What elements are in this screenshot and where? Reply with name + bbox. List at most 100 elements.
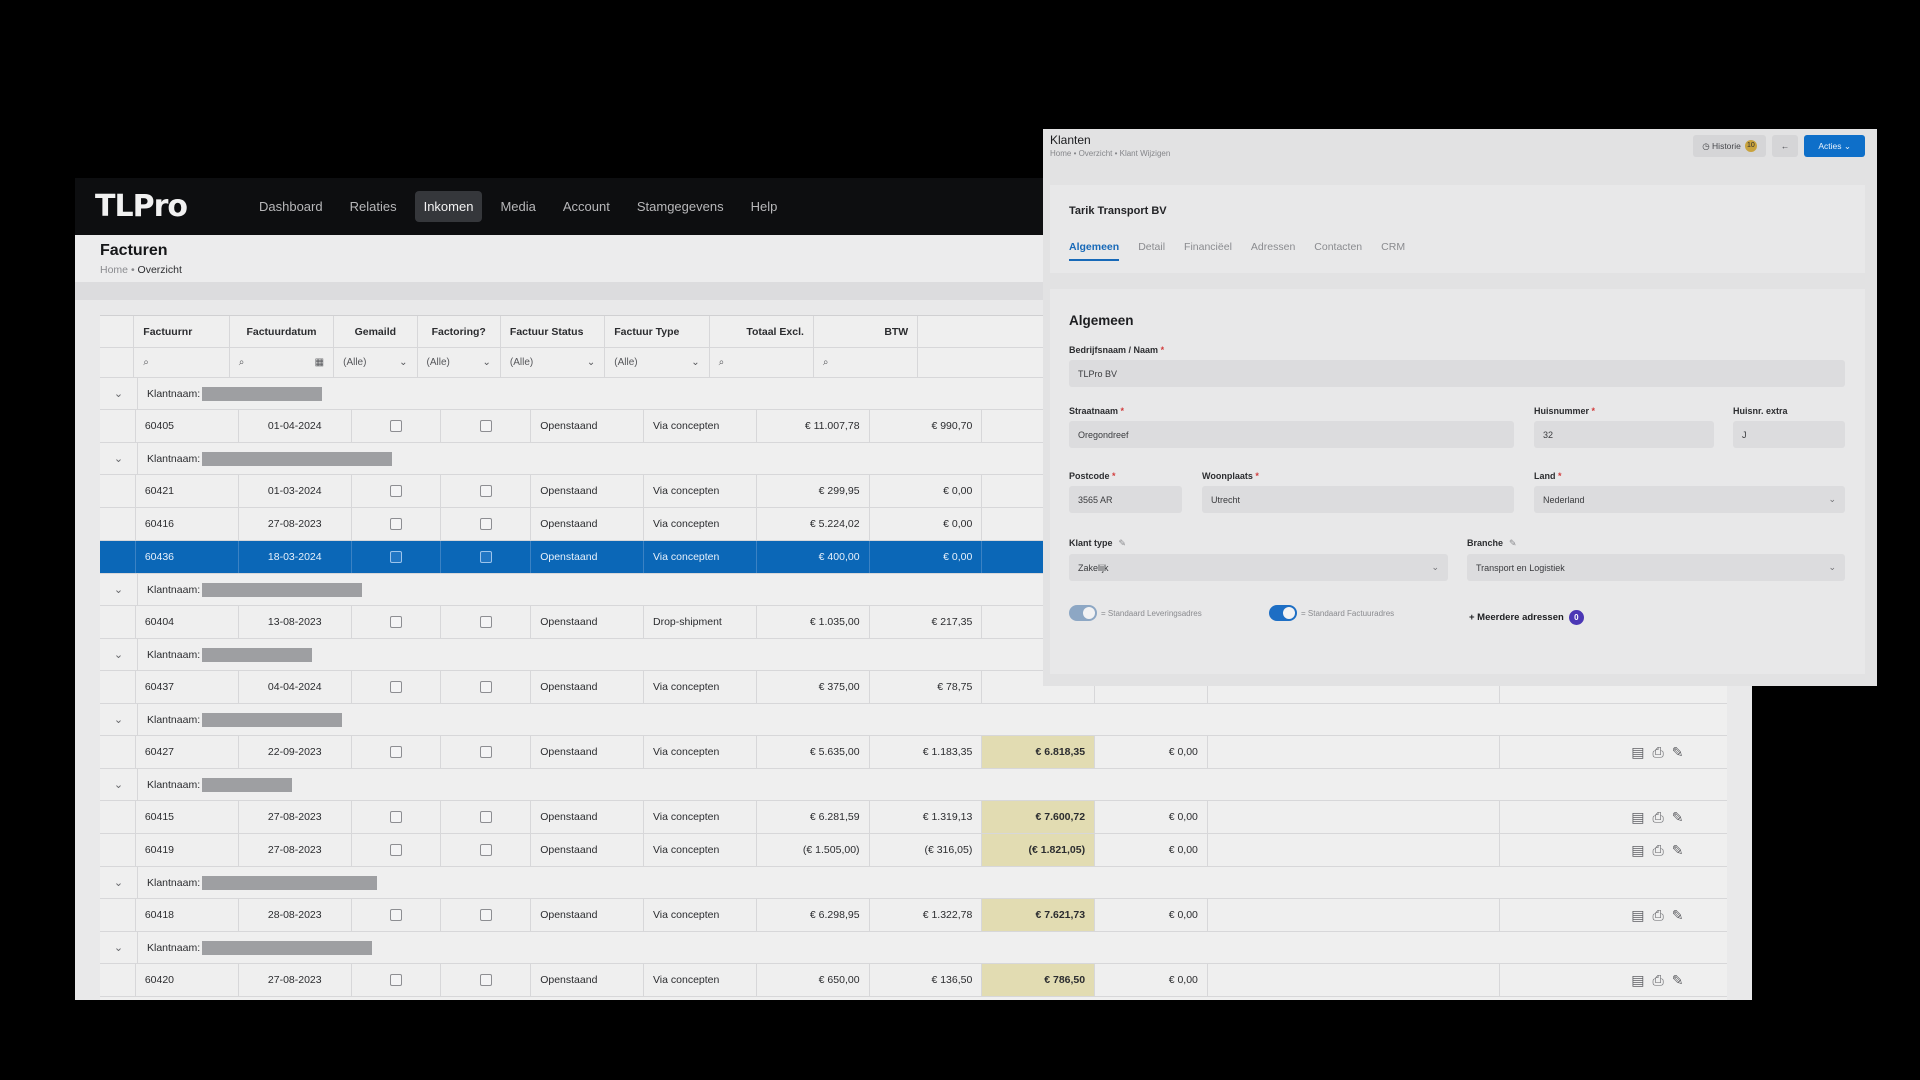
factoring-checkbox[interactable] (479, 746, 492, 758)
factoring-checkbox[interactable] (479, 420, 492, 432)
gemaild-checkbox[interactable] (390, 420, 403, 432)
pdf-icon[interactable]: ▤ (1631, 971, 1645, 988)
historie-button[interactable]: ◷ Historie 10 (1693, 135, 1766, 157)
print-icon[interactable]: ⎙ (1652, 743, 1664, 760)
gemaild-checkbox[interactable] (390, 485, 403, 497)
column-header-8[interactable]: BTW (814, 316, 919, 347)
table-row[interactable]: 60421 01-03-2024 Openstaand Via concepten € … (100, 475, 1727, 508)
chevron-down-icon[interactable]: ⌄ (100, 704, 138, 735)
edit-icon[interactable]: ✎ (1118, 538, 1127, 548)
gemaild-checkbox[interactable] (390, 974, 403, 986)
table-row[interactable]: 60419 27-08-2023 Openstaand Via concepten (€… (100, 834, 1727, 867)
group-row[interactable]: ⌄ Klantnaam: (100, 574, 1727, 606)
filter-select[interactable]: (Alle) ⌄ (510, 357, 595, 368)
filter-cell-2[interactable]: ⌕ ▦ (230, 348, 335, 377)
breadcrumb-home[interactable]: Home (100, 264, 129, 276)
nav-stamgegevens[interactable]: Stamgegevens (636, 199, 724, 214)
factoring-checkbox[interactable] (479, 844, 492, 856)
filter-cell-8[interactable]: ⌕ (814, 348, 919, 377)
toggle-leveringsadres[interactable] (1069, 605, 1097, 621)
table-row[interactable]: 60427 22-09-2023 Openstaand Via concepten € … (100, 736, 1727, 769)
nav-media[interactable]: Media (500, 199, 536, 214)
column-header-7[interactable]: Totaal Excl. (710, 316, 814, 347)
edit-icon[interactable]: ✎ (1509, 538, 1517, 548)
pdf-icon[interactable]: ▤ (1631, 906, 1645, 923)
factoring-checkbox[interactable] (479, 551, 492, 563)
acties-button[interactable]: Acties ⌄ (1804, 135, 1865, 157)
group-row[interactable]: ⌄ Klantnaam: (100, 867, 1727, 899)
filter-cell-4[interactable]: (Alle) ⌄ (418, 348, 501, 377)
klanttype-select[interactable]: Zakelijk ⌄ (1069, 554, 1448, 581)
back-button[interactable]: ← (1771, 135, 1799, 157)
nav-relaties[interactable]: Relaties (349, 199, 397, 214)
gemaild-checkbox[interactable] (390, 746, 403, 758)
group-row[interactable]: ⌄ Klantnaam: (100, 704, 1727, 736)
chevron-down-icon[interactable]: ⌄ (100, 769, 138, 800)
edit-icon[interactable]: ✎ (1671, 808, 1684, 825)
edit-icon[interactable]: ✎ (1671, 743, 1684, 760)
table-row[interactable]: 60420 27-08-2023 Openstaand Via concepten € … (100, 964, 1727, 997)
edit-icon[interactable]: ✎ (1671, 971, 1684, 988)
tab-detail[interactable]: Detail (1138, 241, 1166, 253)
pdf-icon[interactable]: ▤ (1631, 841, 1645, 858)
nav-help[interactable]: Help (750, 199, 778, 214)
column-header-1[interactable]: Factuurnr (134, 316, 230, 347)
chevron-down-icon[interactable]: ⌄ (100, 867, 138, 898)
chevron-down-icon[interactable]: ⌄ (100, 639, 138, 670)
table-row[interactable]: 60404 13-08-2023 Openstaand Drop-shipment € … (100, 606, 1727, 639)
group-row[interactable]: ⌄ Klantnaam: (100, 443, 1727, 475)
tab-contacten[interactable]: Contacten (1314, 241, 1363, 253)
meerdere-adressen-link[interactable]: + Meerdere adressen 0 (1469, 610, 1584, 625)
gemaild-checkbox[interactable] (390, 844, 403, 856)
table-row[interactable]: 60437 04-04-2024 Openstaand Via concepten € … (100, 671, 1727, 704)
filter-cell-7[interactable]: ⌕ (710, 348, 814, 377)
pdf-icon[interactable]: ▤ (1631, 743, 1645, 760)
filter-cell-5[interactable]: (Alle) ⌄ (501, 348, 606, 377)
factoring-checkbox[interactable] (479, 616, 492, 628)
postcode-input[interactable]: 3565 AR (1069, 486, 1182, 513)
gemaild-checkbox[interactable] (390, 616, 403, 628)
chevron-down-icon[interactable]: ⌄ (100, 932, 138, 963)
toggle-factuuradres[interactable] (1269, 605, 1297, 621)
column-header-4[interactable]: Factoring? (418, 316, 501, 347)
land-select[interactable]: Nederland ⌄ (1534, 486, 1845, 513)
column-header-2[interactable]: Factuurdatum (230, 316, 335, 347)
table-row[interactable]: 60405 01-04-2024 Openstaand Via concepten € … (100, 410, 1727, 443)
gemaild-checkbox[interactable] (390, 909, 403, 921)
group-row[interactable]: ⌄ Klantnaam: (100, 769, 1727, 801)
chevron-down-icon[interactable]: ⌄ (100, 574, 138, 605)
filter-select[interactable]: (Alle) ⌄ (343, 357, 407, 368)
filter-cell-6[interactable]: (Alle) ⌄ (605, 348, 710, 377)
factoring-checkbox[interactable] (479, 485, 492, 497)
straatnaam-input[interactable]: Oregondreef (1069, 421, 1514, 448)
nav-account[interactable]: Account (562, 199, 610, 214)
group-row[interactable]: ⌄ Klantnaam: (100, 378, 1727, 410)
factoring-checkbox[interactable] (479, 909, 492, 921)
bedrijfsnaam-input[interactable]: TLPro BV (1069, 360, 1845, 387)
nav-dashboard[interactable]: Dashboard (259, 199, 323, 214)
column-header-3[interactable]: Gemaild (334, 316, 418, 347)
print-icon[interactable]: ⎙ (1652, 906, 1664, 923)
factoring-checkbox[interactable] (479, 974, 492, 986)
filter-cell-3[interactable]: (Alle) ⌄ (334, 348, 418, 377)
tab-financieel[interactable]: Financiëel (1184, 241, 1232, 253)
tab-algemeen[interactable]: Algemeen (1069, 241, 1120, 261)
huisnummer-input[interactable]: 32 (1534, 421, 1714, 448)
tab-adressen[interactable]: Adressen (1250, 241, 1296, 253)
pdf-icon[interactable]: ▤ (1631, 808, 1645, 825)
woonplaats-input[interactable]: Utrecht (1202, 486, 1514, 513)
column-header-6[interactable]: Factuur Type (605, 316, 710, 347)
print-icon[interactable]: ⎙ (1652, 841, 1664, 858)
edit-icon[interactable]: ✎ (1671, 906, 1684, 923)
print-icon[interactable]: ⎙ (1652, 971, 1664, 988)
table-row[interactable]: 60418 28-08-2023 Openstaand Via concepten € … (100, 899, 1727, 932)
nav-inkomen[interactable]: Inkomen (414, 191, 483, 222)
column-header-5[interactable]: Factuur Status (501, 316, 606, 347)
filter-cell-1[interactable]: ⌕ (134, 348, 230, 377)
gemaild-checkbox[interactable] (390, 811, 403, 823)
gemaild-checkbox[interactable] (390, 518, 403, 530)
factoring-checkbox[interactable] (479, 681, 492, 693)
edit-icon[interactable]: ✎ (1671, 841, 1684, 858)
gemaild-checkbox[interactable] (390, 681, 403, 693)
filter-select[interactable]: (Alle) ⌄ (427, 357, 491, 368)
